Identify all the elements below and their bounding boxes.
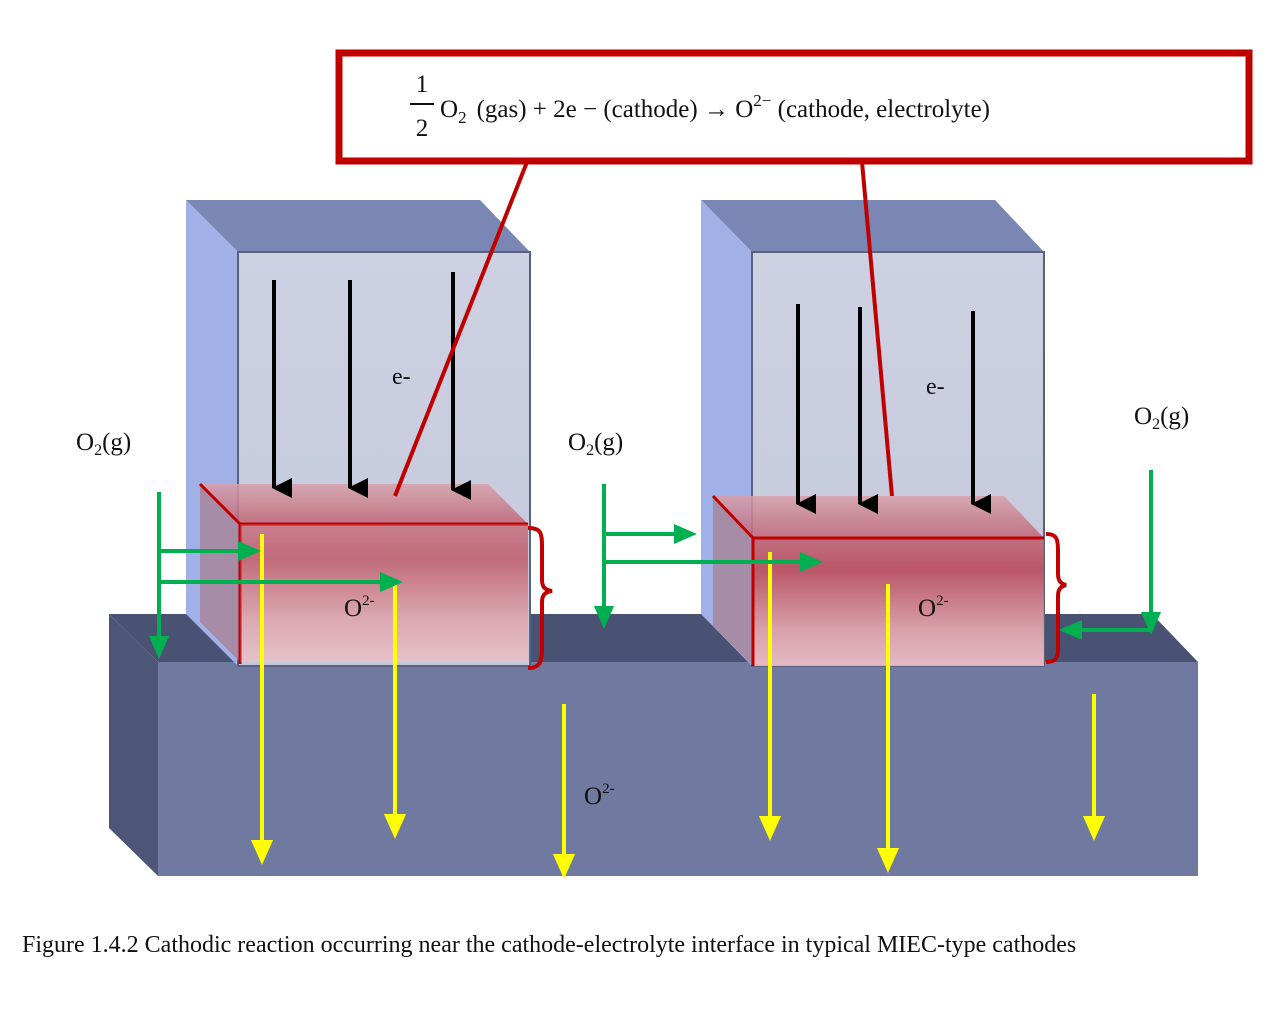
miec-cathode-diagram: 1 2 O2 (gas) + 2e − (cathode) → O2− (cath… <box>76 49 1253 879</box>
oxide-ion-label-left: O2- <box>344 593 375 622</box>
figure-caption: Figure 1.4.2 Cathodic reaction occurring… <box>22 932 1077 958</box>
oxide-ion-arrow <box>250 534 274 865</box>
oxide-ion-arrow <box>552 704 576 879</box>
block-overlay <box>240 524 528 662</box>
electrolyte-front-face <box>158 662 1198 876</box>
oxygen-gas-label-middle: O2(g) <box>568 429 623 459</box>
electron-label-left: e- <box>392 364 411 390</box>
reaction-zone-front <box>753 538 1044 666</box>
o2-subscript: 2 <box>458 108 467 127</box>
reaction-zone-top <box>713 496 1044 538</box>
oxygen-gas-arrow <box>1140 470 1162 635</box>
reaction-zone-side <box>200 484 240 662</box>
oxygen-gas-arrow <box>593 484 615 629</box>
oxygen-gas-arrow <box>604 523 697 545</box>
reaction-zone-side <box>713 496 753 666</box>
equation-middle: (gas) + 2e − (cathode) → O <box>477 96 754 123</box>
reaction-callout-box <box>335 49 1253 165</box>
oxygen-gas-arrow <box>159 540 261 562</box>
oxide-ion-arrow <box>383 582 407 839</box>
oxygen-gas-label-left: O2(g) <box>76 429 131 459</box>
equation-end: (cathode, electrolyte) <box>771 96 990 123</box>
reaction-zone-top <box>200 484 528 524</box>
fraction-numerator: 1 <box>416 71 429 98</box>
o-superscript: 2− <box>753 91 771 110</box>
oxygen-gas-label-right: O2(g) <box>1134 403 1189 433</box>
electron-label-right: e- <box>926 374 945 400</box>
oxide-ion-arrow <box>758 552 782 841</box>
oxide-ion-arrow <box>876 584 900 873</box>
oxygen-gas-arrow <box>159 571 403 593</box>
oxide-ion-arrows <box>250 534 1106 879</box>
reaction-zone-brace-left <box>527 526 553 670</box>
reaction-zone-front <box>240 524 528 662</box>
oxygen-gas-arrow <box>604 551 823 573</box>
oxygen-gas-arrows <box>148 470 1162 659</box>
oxygen-gas-arrow <box>148 492 170 659</box>
fraction-denominator: 2 <box>416 115 429 142</box>
cathode-top-face <box>186 200 530 252</box>
cathode-top-face <box>701 200 1044 252</box>
reaction-equation: 1 2 O2 (gas) + 2e − (cathode) → O2− (cath… <box>410 71 990 142</box>
oxide-ion-arrow <box>1082 694 1106 841</box>
cathode-block-left <box>186 200 531 667</box>
equation-body: O2 (gas) + 2e − (cathode) → O2− (cathode,… <box>440 91 990 127</box>
oxide-ion-label-electrolyte: O2- <box>584 781 615 810</box>
electron-arrows <box>272 272 991 514</box>
electrolyte-side-face <box>109 614 158 876</box>
callout-leader-right <box>860 161 894 497</box>
o2-letter: O <box>440 96 458 123</box>
reaction-zone-brace-right <box>1045 532 1067 664</box>
oxygen-gas-arrow <box>1059 619 1151 641</box>
callout-leader-left <box>393 161 529 497</box>
oxide-ion-label-right: O2- <box>918 593 949 622</box>
